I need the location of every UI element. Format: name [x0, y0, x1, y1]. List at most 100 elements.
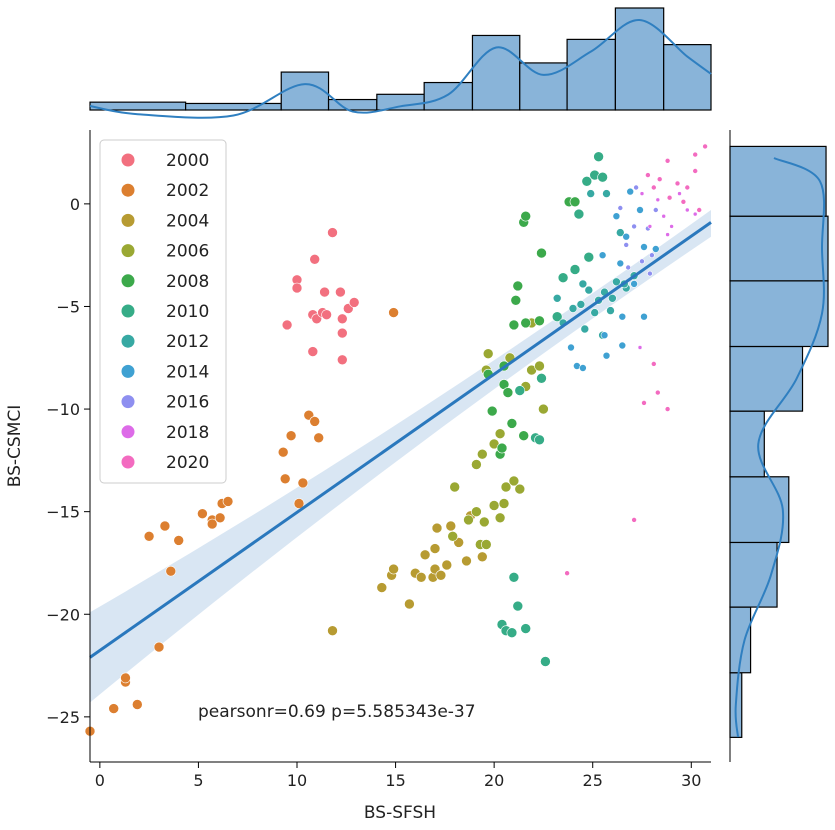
- point: [327, 625, 338, 637]
- pearsonr-annotation: pearsonr=0.69 p=5.585343e-37: [198, 702, 476, 722]
- point: [647, 270, 653, 277]
- point: [617, 205, 624, 211]
- x-tick-label: 25: [583, 771, 603, 790]
- point: [510, 294, 522, 306]
- right-kde-curve: [734, 157, 826, 738]
- point: [608, 293, 617, 303]
- series-2006: [447, 317, 549, 550]
- point: [602, 351, 611, 360]
- point: [557, 272, 569, 284]
- legend-label: 2020: [166, 453, 209, 473]
- point: [623, 242, 630, 248]
- point: [222, 496, 234, 507]
- point: [120, 672, 131, 684]
- point: [692, 168, 699, 174]
- main-axes: 0 5 10 15 20 25 30 0 −5 −10 −15 −20 −25 BS-SFSH BS-…: [5, 130, 712, 823]
- point: [441, 559, 453, 571]
- right-hist-bar: [729, 345, 804, 412]
- legend-label: 2010: [166, 302, 209, 322]
- right-marginal-histogram: [729, 145, 829, 738]
- point: [498, 498, 510, 509]
- y-tick-label: −20: [46, 605, 80, 624]
- series-2014: [567, 187, 660, 372]
- x-tick-label: 15: [385, 771, 405, 790]
- point: [206, 518, 218, 530]
- point: [665, 232, 670, 237]
- point: [640, 312, 648, 321]
- point: [625, 264, 632, 271]
- point: [666, 194, 673, 201]
- legend-marker: [121, 213, 135, 227]
- point: [508, 319, 520, 331]
- right-hist-bar: [729, 476, 790, 544]
- series-2002: [84, 307, 399, 737]
- point: [336, 327, 348, 339]
- top-hist-bar: [185, 102, 282, 111]
- top-hist-bar: [566, 38, 616, 111]
- point: [173, 535, 184, 546]
- point: [580, 324, 590, 334]
- legend-label: 2002: [166, 181, 209, 201]
- point: [143, 530, 155, 542]
- point: [640, 243, 648, 251]
- y-tick-label: −25: [46, 708, 80, 727]
- point: [579, 364, 587, 372]
- point: [684, 184, 691, 191]
- point: [415, 571, 427, 583]
- point: [514, 385, 526, 396]
- point: [445, 520, 457, 532]
- point: [637, 345, 643, 350]
- point: [336, 354, 348, 366]
- legend-marker: [121, 183, 135, 197]
- point: [476, 448, 488, 460]
- point: [319, 286, 330, 298]
- point: [664, 158, 671, 164]
- point: [514, 483, 526, 495]
- point: [586, 189, 596, 198]
- point: [214, 512, 226, 524]
- top-hist-bar: [423, 81, 474, 111]
- x-tick-label: 5: [193, 771, 203, 790]
- legend-label: 2012: [166, 332, 209, 352]
- point: [279, 473, 291, 485]
- point: [307, 346, 319, 357]
- point: [520, 210, 532, 222]
- x-tick-label: 0: [95, 771, 105, 790]
- point: [534, 360, 545, 372]
- point: [573, 208, 585, 220]
- point: [536, 247, 547, 259]
- legend-marker: [121, 364, 135, 378]
- point: [696, 207, 703, 213]
- point: [656, 176, 663, 182]
- point: [488, 500, 500, 511]
- point: [388, 563, 399, 575]
- point: [602, 189, 611, 198]
- point: [633, 184, 639, 191]
- point: [641, 400, 647, 406]
- point: [165, 565, 177, 577]
- point: [480, 539, 492, 550]
- regression-line: [89, 221, 712, 659]
- point: [538, 403, 549, 415]
- point: [684, 207, 690, 213]
- point: [285, 430, 297, 442]
- top-hist-bar: [663, 44, 712, 111]
- point: [486, 405, 498, 417]
- right-hist-bar: [729, 145, 827, 217]
- legend-label: 2004: [166, 211, 209, 231]
- point: [293, 498, 305, 509]
- point: [650, 361, 657, 367]
- point: [590, 308, 600, 317]
- point: [630, 280, 638, 288]
- point: [496, 442, 508, 454]
- top-hist-bar: [280, 71, 330, 111]
- point: [494, 428, 506, 440]
- point: [534, 434, 545, 446]
- point: [564, 570, 570, 577]
- point: [598, 251, 607, 259]
- point: [478, 516, 490, 528]
- point: [578, 279, 588, 289]
- point: [520, 317, 532, 329]
- point: [652, 207, 659, 213]
- point: [197, 508, 208, 520]
